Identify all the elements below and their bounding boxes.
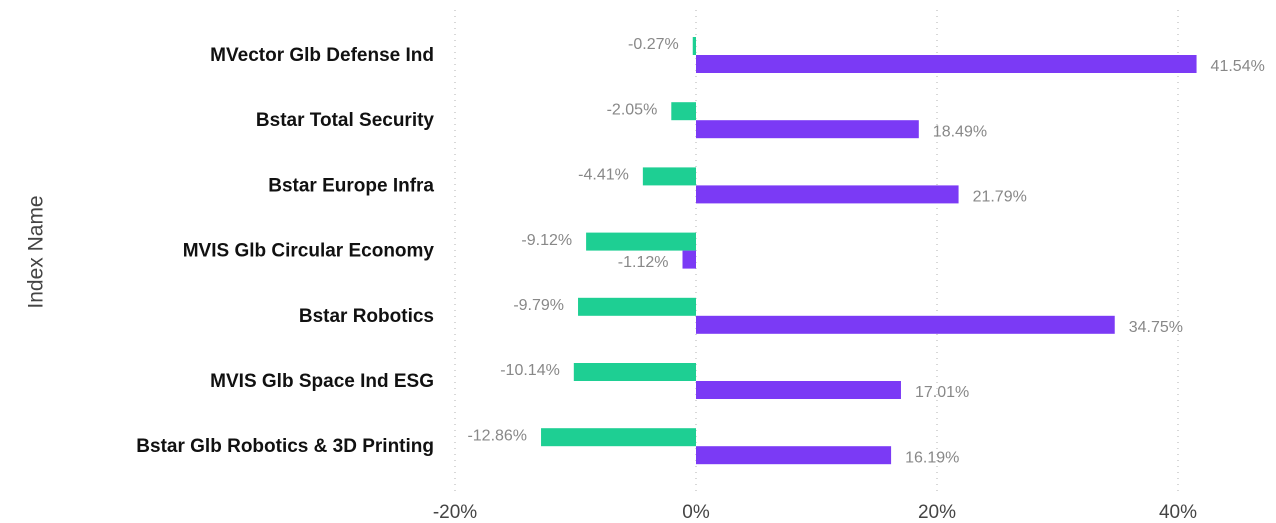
bar xyxy=(586,232,696,251)
value-label: 41.54% xyxy=(1211,58,1265,75)
value-label: -1.12% xyxy=(618,254,669,271)
value-label: -2.05% xyxy=(607,101,658,118)
value-label: -9.12% xyxy=(521,232,572,249)
bar xyxy=(671,102,696,121)
value-label: -4.41% xyxy=(578,167,629,184)
value-label: 18.49% xyxy=(933,123,987,140)
y-axis-title: Index Name xyxy=(25,195,48,308)
bar xyxy=(573,363,696,381)
x-tick-label: 40% xyxy=(1159,502,1197,523)
value-label: 21.79% xyxy=(973,189,1027,206)
category-label: Bstar Robotics xyxy=(299,306,434,327)
bar xyxy=(696,381,901,399)
bar xyxy=(696,55,1197,73)
category-label: Bstar Europe Infra xyxy=(268,175,434,196)
category-label: MVIS Glb Circular Economy xyxy=(183,241,435,262)
value-label: -0.27% xyxy=(628,36,679,53)
bar xyxy=(682,250,696,269)
bar xyxy=(541,428,696,447)
value-label: 16.19% xyxy=(905,449,959,466)
value-label: -9.79% xyxy=(513,297,564,314)
bar xyxy=(696,120,919,139)
value-label: 34.75% xyxy=(1129,319,1183,336)
category-label: Bstar Total Security xyxy=(256,110,435,131)
value-label: -12.86% xyxy=(467,427,527,444)
bar xyxy=(696,315,1115,334)
category-label: MVector Glb Defense Ind xyxy=(210,45,434,66)
x-tick-label: 0% xyxy=(682,502,710,523)
category-label: MVIS Glb Space Ind ESG xyxy=(210,371,434,392)
x-tick-label: -20% xyxy=(433,502,477,523)
value-label: -10.14% xyxy=(500,362,560,379)
x-tick-label: 20% xyxy=(918,502,956,523)
bar xyxy=(696,446,892,465)
category-label: Bstar Glb Robotics & 3D Printing xyxy=(136,436,434,457)
bar xyxy=(578,297,696,316)
bar xyxy=(692,37,696,55)
bar xyxy=(696,185,959,204)
value-label: 17.01% xyxy=(915,384,969,401)
bar xyxy=(642,167,696,186)
